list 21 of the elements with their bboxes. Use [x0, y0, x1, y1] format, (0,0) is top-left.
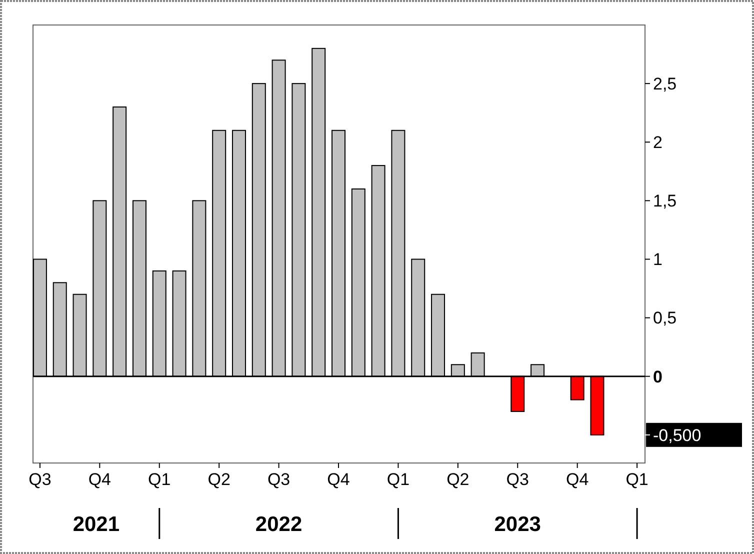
- x-tick-label: Q1: [148, 470, 171, 489]
- x-tick-label: Q4: [327, 470, 350, 489]
- y-tick-label: 1: [653, 250, 662, 270]
- y-tick-label: 0: [653, 367, 662, 386]
- x-tick-label: Q3: [506, 470, 529, 489]
- text: 2023: [494, 513, 541, 536]
- x-tick-label: Q2: [208, 470, 230, 489]
- x-tick-label: Q3: [267, 470, 290, 489]
- x-tick-label: Q1: [626, 470, 648, 489]
- x-tick-label: Q4: [88, 470, 112, 489]
- y-tick-label: 1,5: [653, 192, 677, 211]
- x-tick-label: Q1: [386, 470, 410, 489]
- y-tick-label: 2,5: [653, 74, 677, 94]
- text: 2022: [255, 513, 302, 536]
- x-tick-label: Q2: [446, 470, 470, 489]
- text: 2021: [72, 513, 120, 536]
- y-tick-label: 0,5: [653, 308, 677, 328]
- y-tick-label: 2: [653, 133, 662, 152]
- text: -0,500: [653, 426, 702, 445]
- x-tick-label: Q3: [28, 470, 52, 489]
- x-tick-label: Q4: [566, 470, 589, 489]
